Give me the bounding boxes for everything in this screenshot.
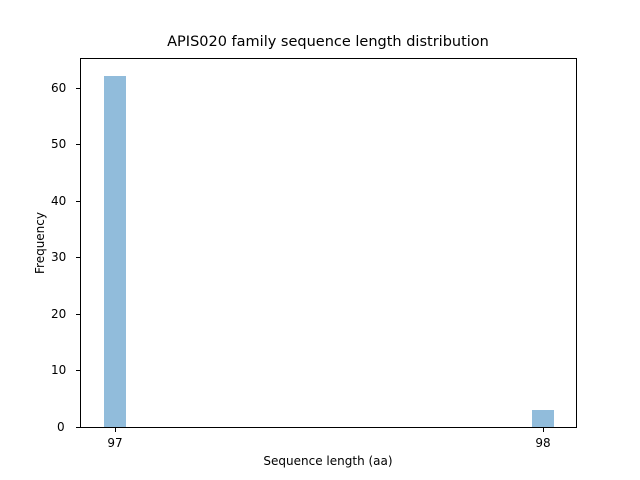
xtick bbox=[543, 427, 544, 432]
xtick-label: 98 bbox=[535, 436, 551, 450]
ytick bbox=[76, 370, 81, 371]
ytick-label: 40 bbox=[51, 194, 67, 208]
plot-area: 0 10 20 30 40 50 60 97 98 bbox=[51, 58, 577, 450]
ytick bbox=[76, 144, 81, 145]
ytick bbox=[76, 314, 81, 315]
ytick-label: 20 bbox=[51, 307, 67, 321]
ytick-label: 0 bbox=[57, 420, 65, 434]
xtick bbox=[115, 427, 116, 432]
x-axis-label: Sequence length (aa) bbox=[263, 454, 393, 468]
chart-title: APIS020 family sequence length distribut… bbox=[167, 34, 489, 50]
ytick-label: 60 bbox=[51, 81, 67, 95]
ytick bbox=[76, 201, 81, 202]
ytick-label: 50 bbox=[51, 137, 67, 151]
ytick bbox=[76, 257, 81, 258]
y-axis-label: Frequency bbox=[33, 212, 47, 274]
xtick-label: 97 bbox=[107, 436, 123, 450]
ytick bbox=[76, 427, 81, 428]
ytick-label: 10 bbox=[51, 363, 67, 377]
bar-97 bbox=[104, 76, 126, 427]
ytick bbox=[76, 88, 81, 89]
bar-98 bbox=[532, 410, 554, 427]
ytick-label: 30 bbox=[51, 250, 67, 264]
